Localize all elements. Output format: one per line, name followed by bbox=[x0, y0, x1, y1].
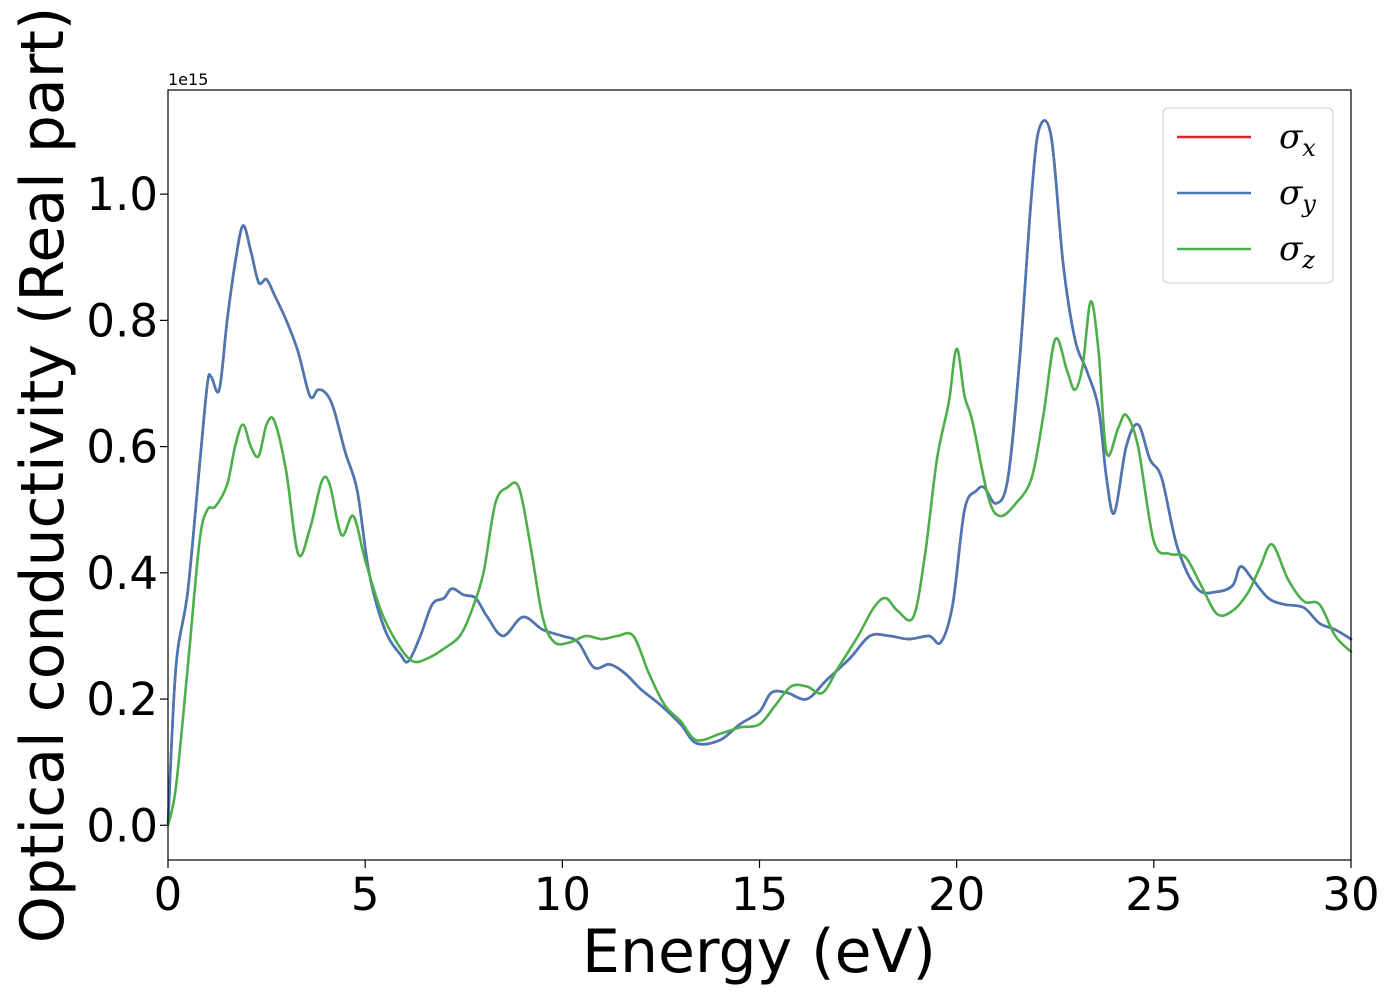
y-tick-label: 1.0 bbox=[86, 168, 158, 221]
y-tick-label: 0.2 bbox=[86, 673, 158, 726]
legend-label: σy bbox=[1279, 173, 1316, 218]
x-tick-label: 0 bbox=[154, 868, 183, 921]
y-tick-label: 0.8 bbox=[86, 294, 158, 347]
x-tick-label: 30 bbox=[1322, 868, 1379, 921]
x-axis-ticks: 0 5 10 15 20 25 30 bbox=[154, 860, 1380, 921]
legend-entries: σx σy σz bbox=[1177, 117, 1316, 274]
x-axis-label: Energy (eV) bbox=[582, 917, 936, 987]
legend-label: σx bbox=[1279, 117, 1316, 162]
x-tick-label: 15 bbox=[731, 868, 788, 921]
legend-box bbox=[1162, 107, 1334, 284]
legend-entry-sigma-y: σy bbox=[1177, 173, 1316, 218]
plot-background bbox=[168, 90, 1351, 860]
legend: σx σy σz bbox=[1162, 107, 1334, 284]
y-axis-label: Optical conductivity (Real part) bbox=[8, 7, 78, 944]
y-tick-label: 0.4 bbox=[86, 547, 158, 600]
y-offset-label: 1e15 bbox=[168, 70, 208, 89]
x-tick-label: 10 bbox=[534, 868, 591, 921]
x-tick-label: 20 bbox=[928, 868, 985, 921]
legend-entry-sigma-z: σz bbox=[1177, 229, 1315, 274]
x-tick-label: 25 bbox=[1125, 868, 1182, 921]
series-line-sigma-z bbox=[166, 300, 1353, 827]
y-axis-ticks: 0.0 0.2 0.4 0.6 0.8 1.0 bbox=[86, 168, 168, 852]
y-tick-label: 0.0 bbox=[86, 799, 158, 852]
x-tick-label: 5 bbox=[351, 868, 380, 921]
legend-entry-sigma-x: σx bbox=[1177, 117, 1316, 162]
series-layer bbox=[166, 119, 1353, 827]
y-tick-label: 0.6 bbox=[86, 421, 158, 474]
series-line-sigma-y bbox=[166, 119, 1353, 827]
legend-label: σz bbox=[1279, 229, 1315, 274]
